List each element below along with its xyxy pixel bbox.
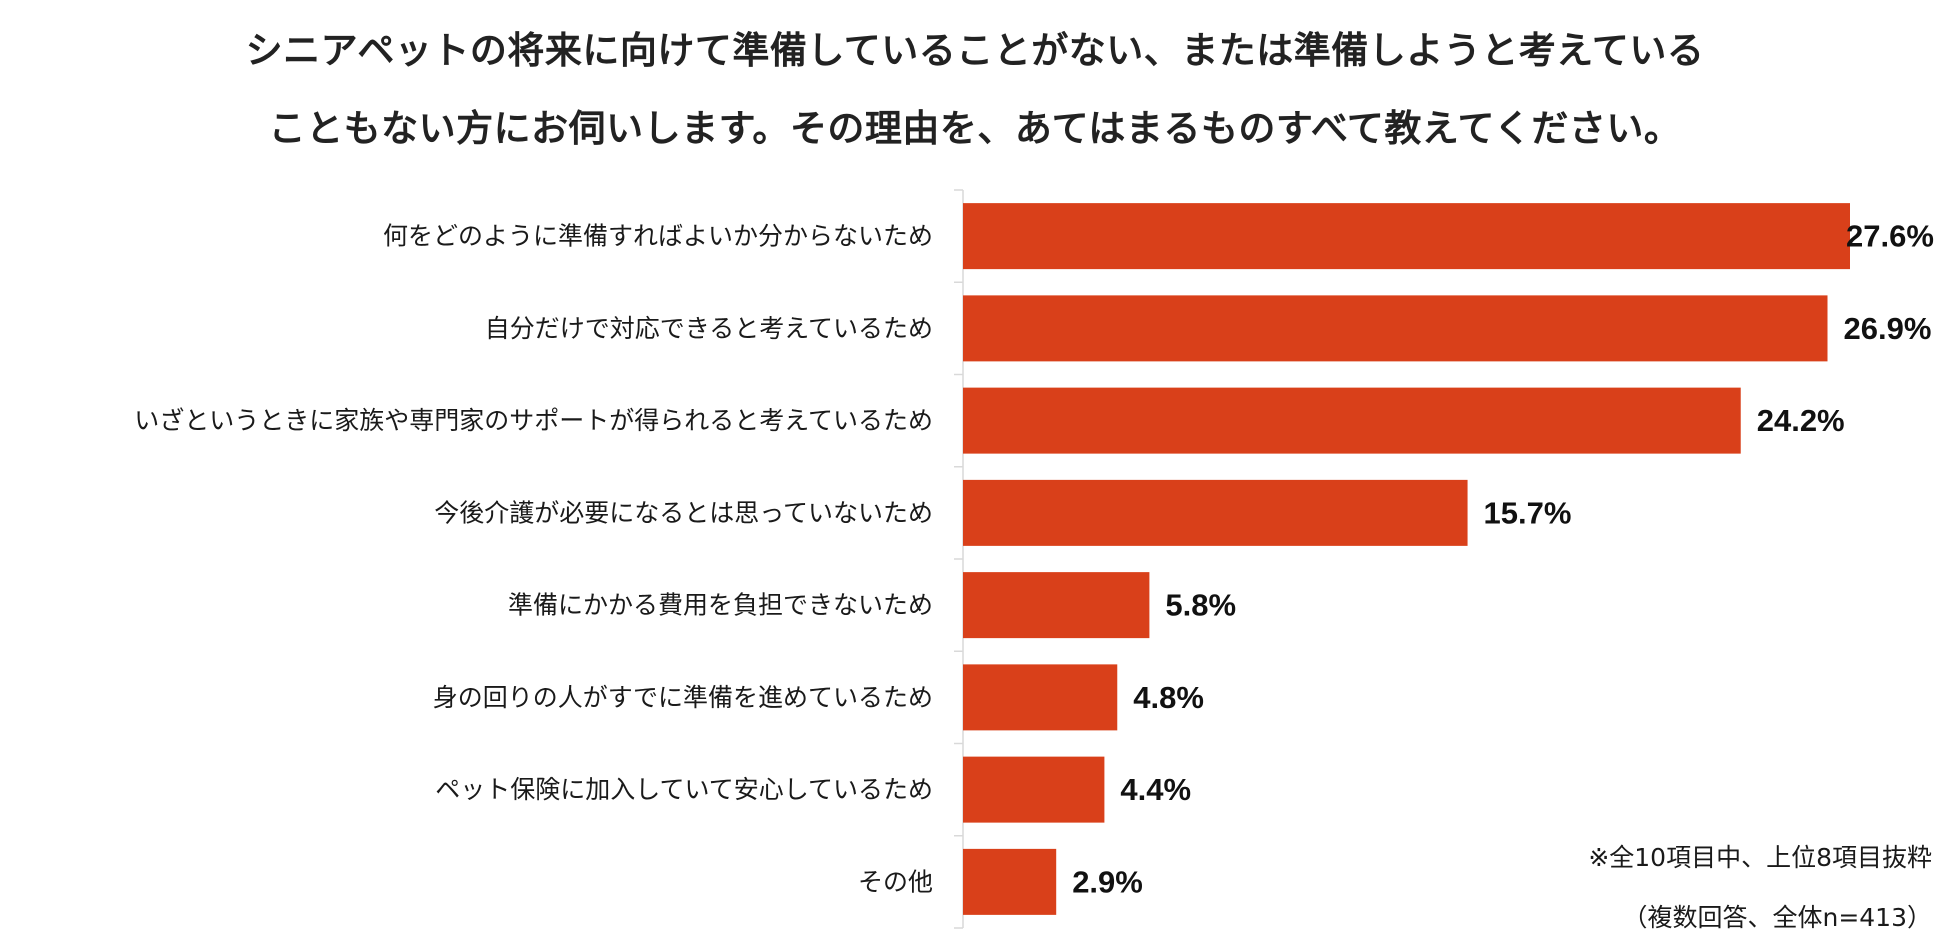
category-label: ペット保険に加入していて安心しているため — [435, 775, 933, 804]
value-label: 26.9% — [1844, 311, 1932, 346]
chart-title-line-1: シニアペットの将来に向けて準備していることがない、または準備しようと考えている — [245, 29, 1705, 72]
bar — [963, 756, 1105, 823]
value-label: 2.9% — [1072, 864, 1143, 899]
bar — [963, 572, 1150, 639]
category-label: 身の回りの人がすでに準備を進めているため — [433, 683, 933, 712]
category-label: 自分だけで対応できると考えているため — [485, 314, 933, 343]
bar — [963, 848, 1057, 915]
chart-title: シニアペットの将来に向けて準備していることがない、または準備しようと考えている … — [0, 12, 1950, 168]
footnote-selection: ※全10項目中、上位8項目抜粋 — [1588, 843, 1932, 872]
category-label: その他 — [858, 867, 933, 896]
value-label: 5.8% — [1165, 588, 1236, 623]
bar — [963, 479, 1468, 546]
value-label: 27.6% — [1846, 219, 1934, 254]
value-label: 24.2% — [1757, 403, 1845, 438]
bar — [963, 295, 1828, 362]
value-label: 4.4% — [1120, 772, 1191, 807]
bar — [963, 203, 1850, 270]
category-label: 今後介護が必要になるとは思っていないため — [434, 498, 933, 527]
category-label: 何をどのように準備すればよいか分からないため — [383, 222, 933, 251]
chart-title-line-2: こともない方にお伺いします。その理由を、あてはまるものすべて教えてください。 — [268, 107, 1682, 150]
bar — [963, 387, 1741, 454]
category-label: 準備にかかる費用を負担できないため — [508, 591, 933, 620]
category-label: いざというときに家族や専門家のサポートが得られると考えているため — [134, 406, 933, 435]
footnote-sample: （複数回答、全体n=413） — [1622, 903, 1932, 932]
value-label: 15.7% — [1484, 495, 1572, 530]
value-label: 4.8% — [1133, 680, 1204, 715]
bar — [963, 664, 1118, 731]
